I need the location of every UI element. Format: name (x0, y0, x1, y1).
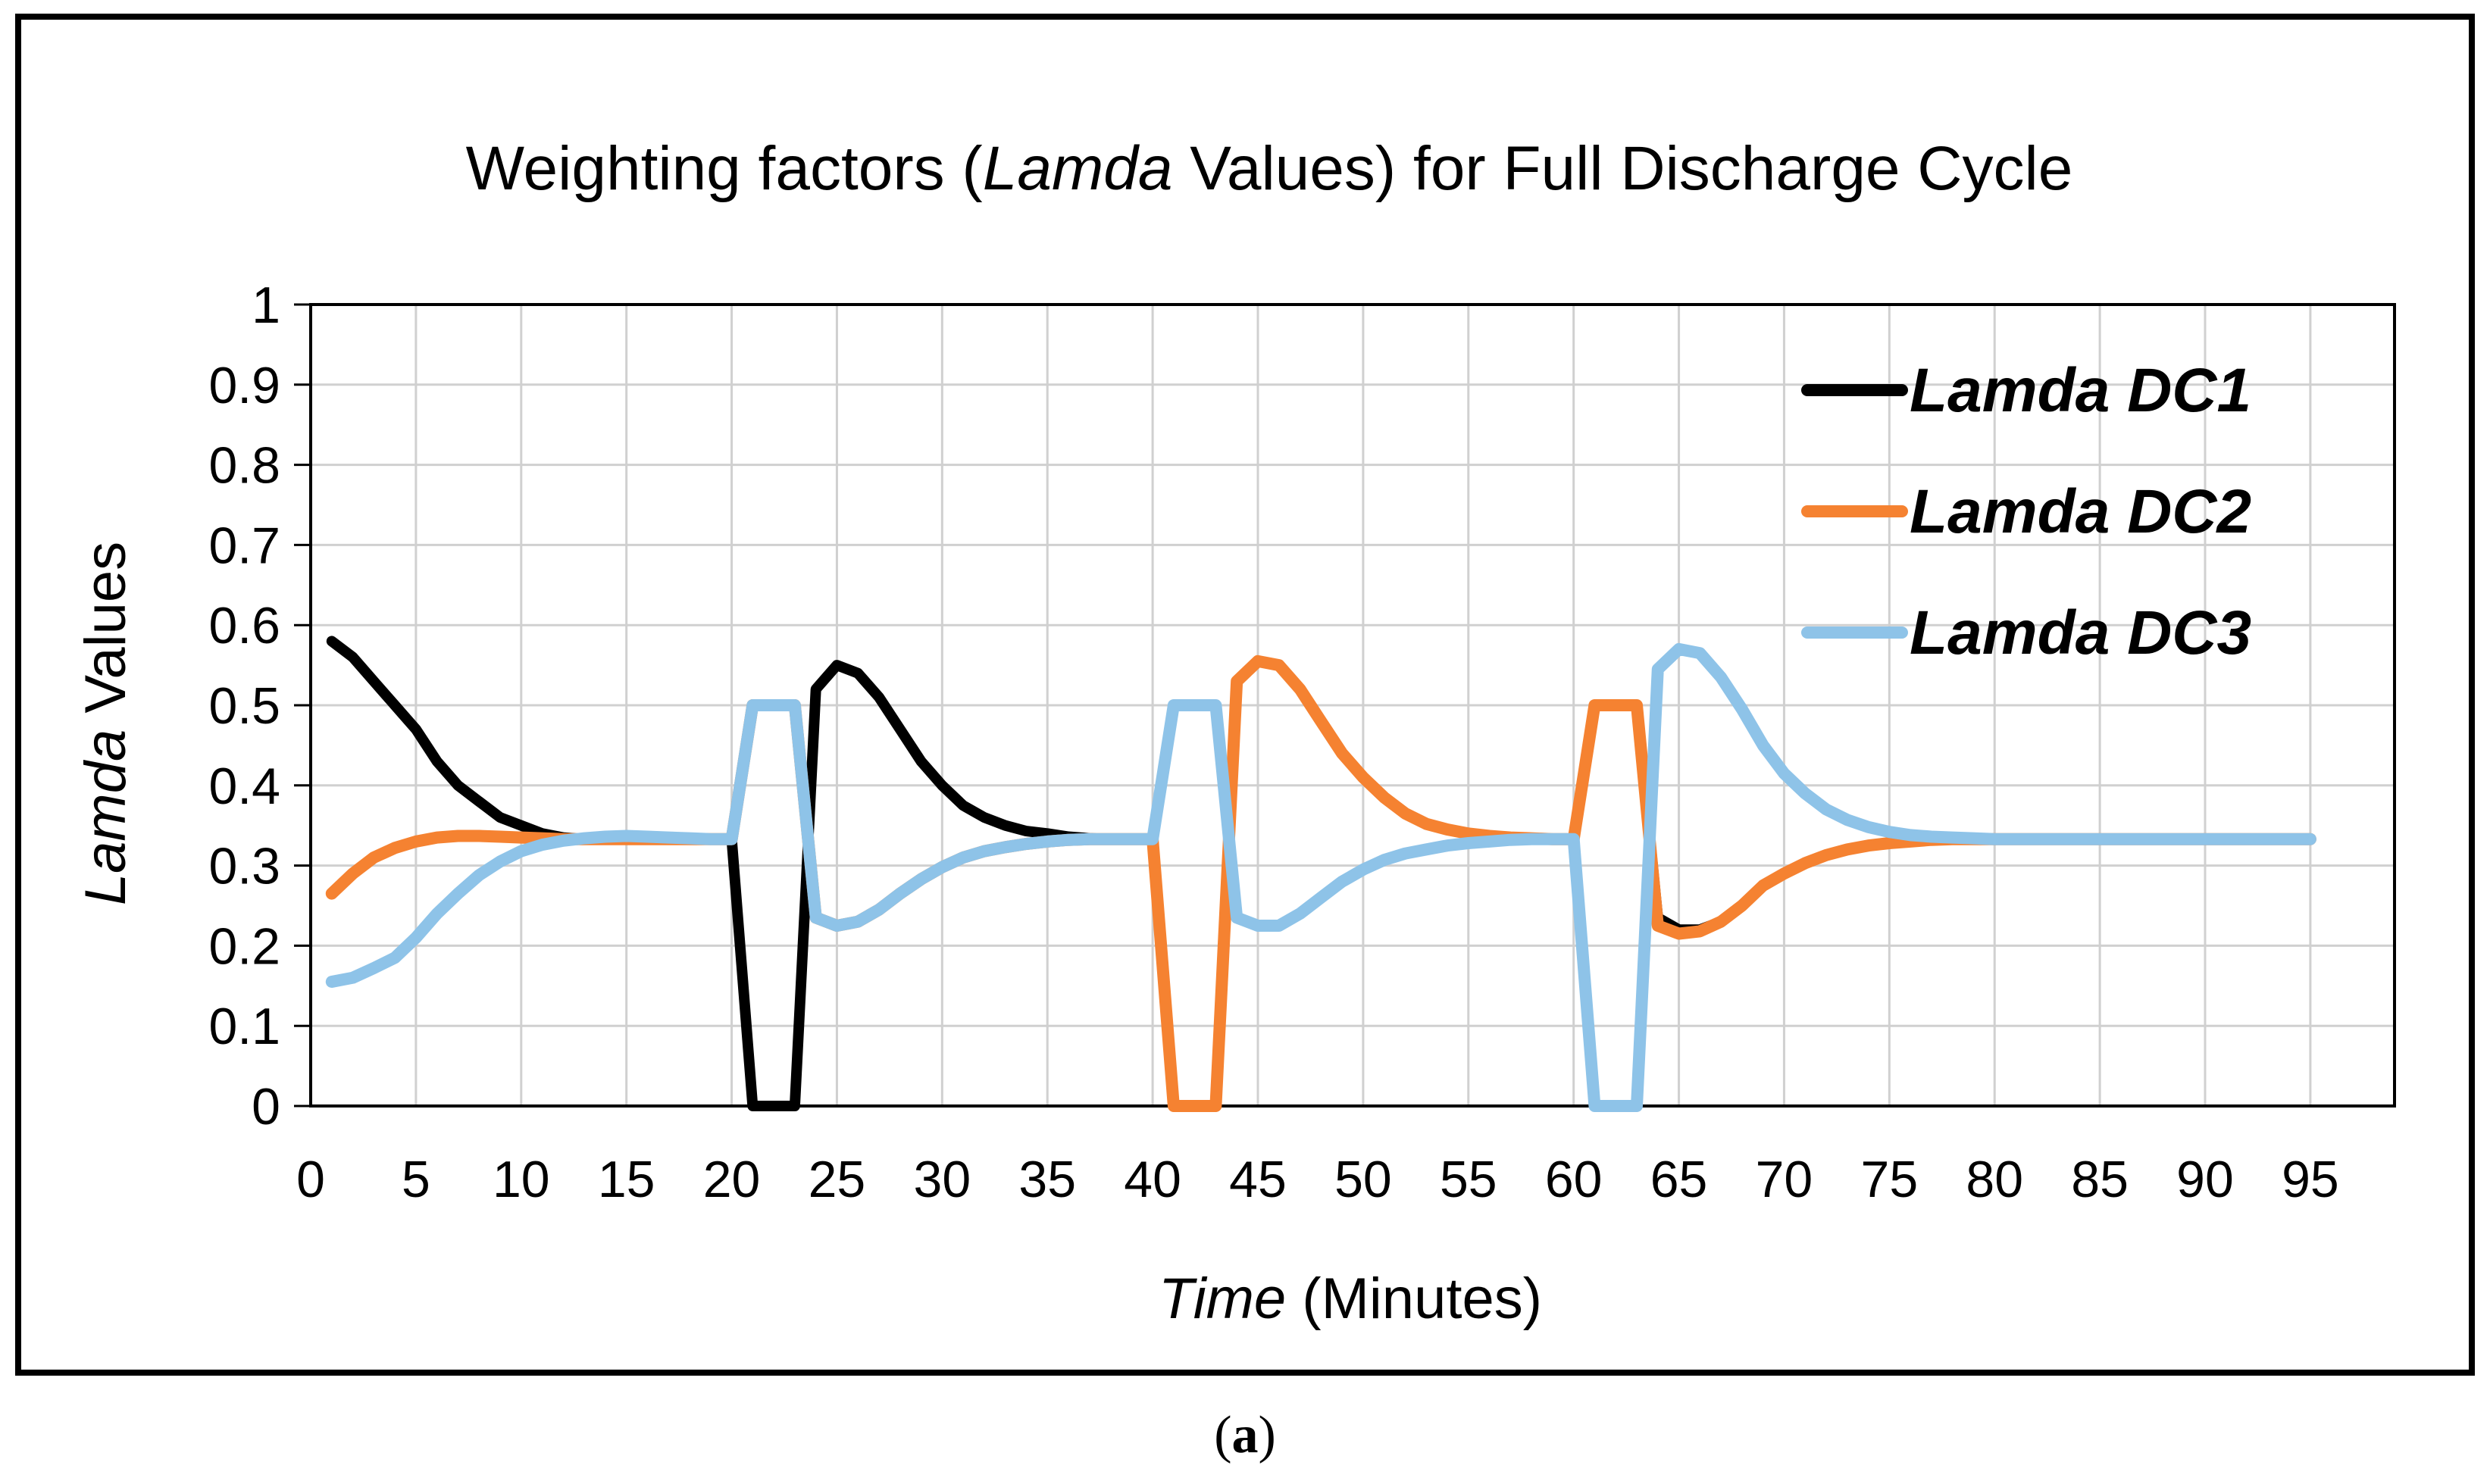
x-axis-label: Time (Minutes) (1159, 1267, 1542, 1331)
y-tick-label: 0.2 (208, 917, 280, 975)
x-tick-label: 5 (402, 1151, 430, 1208)
x-tick-label: 40 (1124, 1151, 1181, 1208)
chart-title: Weighting factors (Lamda Values) for Ful… (466, 134, 2073, 203)
x-tick-label: 80 (1966, 1151, 2023, 1208)
x-tick-label: 85 (2071, 1151, 2129, 1208)
legend-label-dc3: Lamda DC3 (1910, 598, 2251, 667)
legend-label-dc1: Lamda DC1 (1910, 356, 2251, 425)
x-tick-label: 10 (493, 1151, 550, 1208)
x-tick-label: 95 (2282, 1151, 2339, 1208)
y-axis-label: Lamda Values (74, 542, 138, 905)
series-lines (325, 636, 2316, 1112)
y-tick-label: 0.7 (208, 517, 280, 574)
x-tick-label: 35 (1018, 1151, 1076, 1208)
x-tick-label: 30 (914, 1151, 971, 1208)
chart-frame (15, 14, 2475, 1376)
y-tick-label: 0 (252, 1078, 280, 1136)
y-tick-label: 0.4 (208, 758, 280, 815)
x-tick-label: 15 (598, 1151, 655, 1208)
x-tick-label: 70 (1756, 1151, 1813, 1208)
x-tick-label: 25 (809, 1151, 866, 1208)
series-line-dc3 (325, 642, 2316, 1112)
y-tick-label: 0.8 (208, 437, 280, 495)
x-tick-labels: 0 5 10 15 20 25 30 35 40 45 50 55 60 65 70 75 80 85 90 95 (296, 1151, 2339, 1208)
y-tick-label: 0.5 (208, 677, 280, 735)
y-tick-label: 1 (252, 276, 280, 334)
figure-caption: (a) (1214, 1406, 1276, 1464)
y-tick-labels: 0 0.1 0.2 0.3 0.4 0.5 0.6 0.7 0.8 0.9 1 (208, 276, 280, 1136)
x-tick-label: 45 (1229, 1151, 1287, 1208)
legend: Lamda DC1 Lamda DC2 Lamda DC3 (1801, 356, 2251, 667)
x-tick-label: 60 (1545, 1151, 1603, 1208)
x-tick-label: 50 (1334, 1151, 1392, 1208)
y-tick-label: 0.3 (208, 838, 280, 895)
x-tick-label: 20 (703, 1151, 761, 1208)
plot-area-border (309, 303, 2396, 1108)
y-tick-label: 0.1 (208, 998, 280, 1055)
y-tick-label: 0.9 (208, 357, 280, 414)
x-tick-label: 0 (296, 1151, 325, 1208)
legend-label-dc2: Lamda DC2 (1910, 477, 2251, 546)
y-tick-label: 0.6 (208, 597, 280, 655)
x-tick-label: 75 (1861, 1151, 1919, 1208)
plot-axes (294, 303, 2396, 1108)
x-tick-label: 65 (1650, 1151, 1708, 1208)
x-tick-label: 90 (2176, 1151, 2234, 1208)
x-tick-label: 55 (1440, 1151, 1497, 1208)
